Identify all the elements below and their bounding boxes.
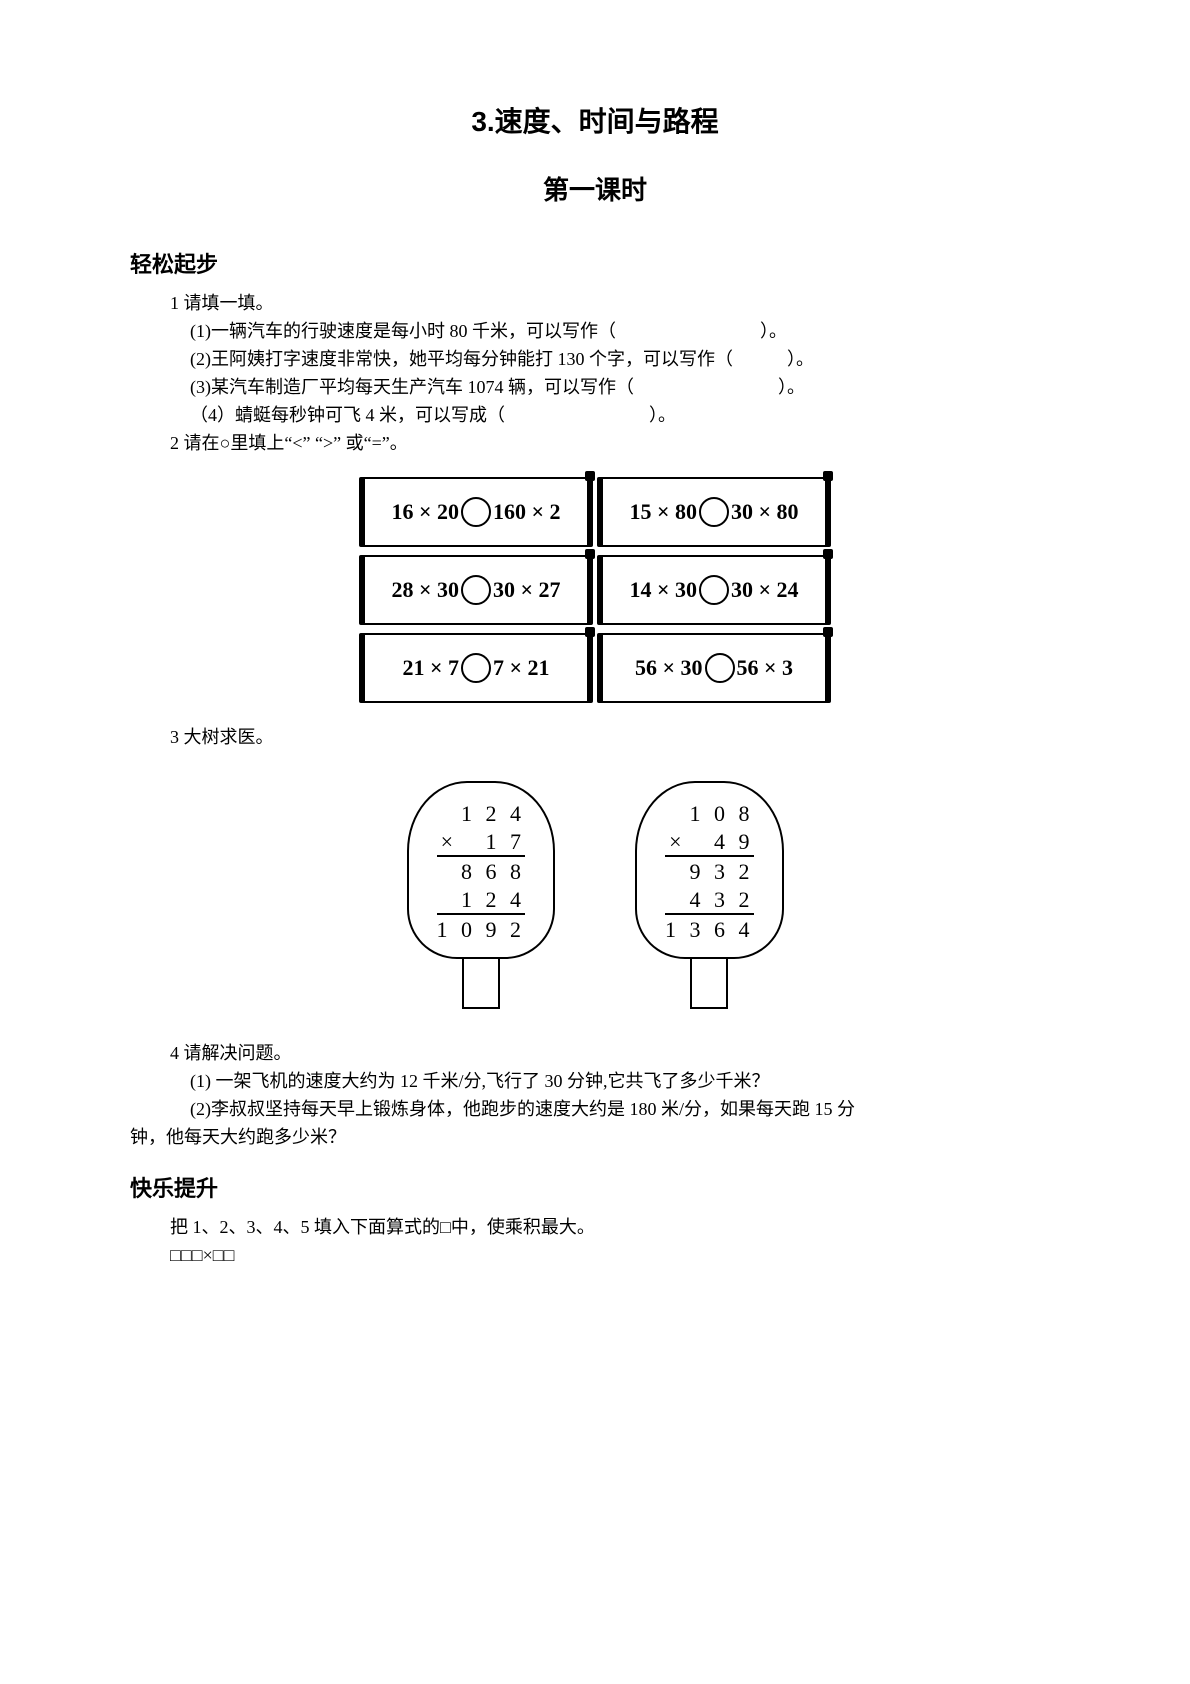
expr-right: 160 × 2	[493, 499, 561, 525]
tree-trunk-icon	[690, 957, 728, 1009]
q5-line-2: □□□×□□	[130, 1241, 1060, 1269]
calc-row: 8 6 8	[437, 859, 526, 885]
q1-item-2: (2)王阿姨打字速度非常快，她平均每分钟能打 130 个字，可以写作（ ）。	[130, 345, 1060, 373]
expr-left: 56 × 30	[635, 655, 703, 681]
expr-right: 7 × 21	[493, 655, 550, 681]
tree-1-calc: 1 2 4 × 1 7 8 6 8 1 2 4 1 0 9 2	[407, 781, 556, 959]
q4-item-2a: (2)李叔叔坚持每天早上锻炼身体，他跑步的速度大约是 180 米/分，如果每天跑…	[130, 1095, 1060, 1123]
sub-title: 第一课时	[130, 170, 1060, 207]
q1-item-1: (1)一辆汽车的行驶速度是每小时 80 千米，可以写作（ ）。	[130, 317, 1060, 345]
tree-trunk-icon	[462, 957, 500, 1009]
comparison-scroll-grid: 16 × 20 160 × 2 15 × 80 30 × 80 28 × 30 …	[361, 477, 829, 703]
section-happy-improve: 快乐提升	[130, 1171, 1060, 1203]
calc-row: × 4 9	[665, 829, 754, 857]
calc-row: 1 2 4	[437, 887, 526, 915]
section-easy-start: 轻松起步	[130, 247, 1060, 279]
q1-item-3: (3)某汽车制造厂平均每天生产汽车 1074 辆，可以写作（ ）。	[130, 373, 1060, 401]
scroll-cell-4: 14 × 30 30 × 24	[599, 555, 829, 625]
calc-row: 9 3 2	[665, 859, 754, 885]
tree-2: 1 0 8 × 4 9 9 3 2 4 3 2 1 3 6 4	[635, 781, 784, 1009]
calc-row: 1 0 8	[665, 801, 754, 827]
expr-right: 30 × 27	[493, 577, 561, 603]
scroll-cell-2: 15 × 80 30 × 80	[599, 477, 829, 547]
scroll-cell-3: 28 × 30 30 × 27	[361, 555, 591, 625]
calc-row: 1 3 6 4	[665, 917, 754, 943]
expr-right: 56 × 3	[737, 655, 794, 681]
scroll-cell-6: 56 × 30 56 × 3	[599, 633, 829, 703]
expr-left: 21 × 7	[402, 655, 459, 681]
scroll-cell-1: 16 × 20 160 × 2	[361, 477, 591, 547]
expr-right: 30 × 24	[731, 577, 799, 603]
blank-circle-icon	[705, 653, 735, 683]
q1-head: 1 请填一填。	[130, 289, 1060, 317]
blank-circle-icon	[461, 653, 491, 683]
expr-left: 14 × 30	[629, 577, 697, 603]
expr-left: 16 × 20	[391, 499, 459, 525]
calc-row: × 1 7	[437, 829, 526, 857]
calc-row: 4 3 2	[665, 887, 754, 915]
q5-line-1: 把 1、2、3、4、5 填入下面算式的□中，使乘积最大。	[130, 1213, 1060, 1241]
blank-circle-icon	[699, 497, 729, 527]
q3-head: 3 大树求医。	[130, 723, 1060, 751]
blank-circle-icon	[699, 575, 729, 605]
scroll-cell-5: 21 × 7 7 × 21	[361, 633, 591, 703]
q1-item-4: （4）蜻蜓每秒钟可飞 4 米，可以写成（ ）。	[130, 401, 1060, 429]
q4-item-1: (1) 一架飞机的速度大约为 12 千米/分,飞行了 30 分钟,它共飞了多少千…	[130, 1067, 1060, 1095]
tree-2-calc: 1 0 8 × 4 9 9 3 2 4 3 2 1 3 6 4	[635, 781, 784, 959]
q4-head: 4 请解决问题。	[130, 1039, 1060, 1067]
calc-row: 1 0 9 2	[437, 917, 526, 943]
calc-row: 1 2 4	[437, 801, 526, 827]
tree-1: 1 2 4 × 1 7 8 6 8 1 2 4 1 0 9 2	[407, 781, 556, 1009]
q4-item-2b: 钟，他每天大约跑多少米？	[130, 1123, 1060, 1151]
q2-head: 2 请在○里填上“<” “>” 或“=”。	[130, 429, 1060, 457]
expr-left: 28 × 30	[391, 577, 459, 603]
blank-circle-icon	[461, 575, 491, 605]
blank-circle-icon	[461, 497, 491, 527]
tree-problems: 1 2 4 × 1 7 8 6 8 1 2 4 1 0 9 2 1 0 8 × …	[130, 781, 1060, 1009]
expr-right: 30 × 80	[731, 499, 799, 525]
main-title: 3.速度、时间与路程	[130, 100, 1060, 140]
expr-left: 15 × 80	[629, 499, 697, 525]
